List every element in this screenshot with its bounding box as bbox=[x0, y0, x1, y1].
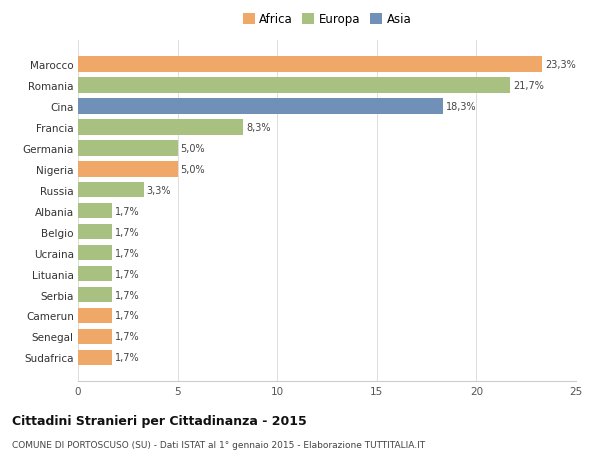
Bar bbox=[78, 99, 443, 114]
Text: 23,3%: 23,3% bbox=[545, 60, 576, 70]
Bar bbox=[78, 182, 144, 198]
Text: 1,7%: 1,7% bbox=[115, 290, 139, 300]
Text: COMUNE DI PORTOSCUSO (SU) - Dati ISTAT al 1° gennaio 2015 - Elaborazione TUTTITA: COMUNE DI PORTOSCUSO (SU) - Dati ISTAT a… bbox=[12, 441, 425, 449]
Text: 3,3%: 3,3% bbox=[147, 185, 171, 195]
Bar bbox=[78, 287, 112, 303]
Text: 1,7%: 1,7% bbox=[115, 311, 139, 321]
Bar bbox=[78, 57, 542, 73]
Text: 5,0%: 5,0% bbox=[181, 143, 205, 153]
Bar bbox=[78, 203, 112, 219]
Text: 1,7%: 1,7% bbox=[115, 227, 139, 237]
Text: 1,7%: 1,7% bbox=[115, 353, 139, 363]
Bar bbox=[78, 140, 178, 156]
Bar bbox=[78, 119, 244, 135]
Bar bbox=[78, 162, 178, 177]
Bar bbox=[78, 308, 112, 324]
Bar bbox=[78, 245, 112, 261]
Legend: Africa, Europa, Asia: Africa, Europa, Asia bbox=[241, 11, 413, 28]
Bar bbox=[78, 224, 112, 240]
Text: 8,3%: 8,3% bbox=[247, 123, 271, 132]
Bar bbox=[78, 329, 112, 345]
Text: 5,0%: 5,0% bbox=[181, 164, 205, 174]
Text: 1,7%: 1,7% bbox=[115, 248, 139, 258]
Text: 21,7%: 21,7% bbox=[513, 80, 544, 90]
Text: 1,7%: 1,7% bbox=[115, 269, 139, 279]
Text: Cittadini Stranieri per Cittadinanza - 2015: Cittadini Stranieri per Cittadinanza - 2… bbox=[12, 414, 307, 428]
Text: 18,3%: 18,3% bbox=[446, 101, 476, 112]
Bar bbox=[78, 266, 112, 282]
Text: 1,7%: 1,7% bbox=[115, 206, 139, 216]
Text: 1,7%: 1,7% bbox=[115, 332, 139, 342]
Bar bbox=[78, 350, 112, 365]
Bar bbox=[78, 78, 510, 93]
